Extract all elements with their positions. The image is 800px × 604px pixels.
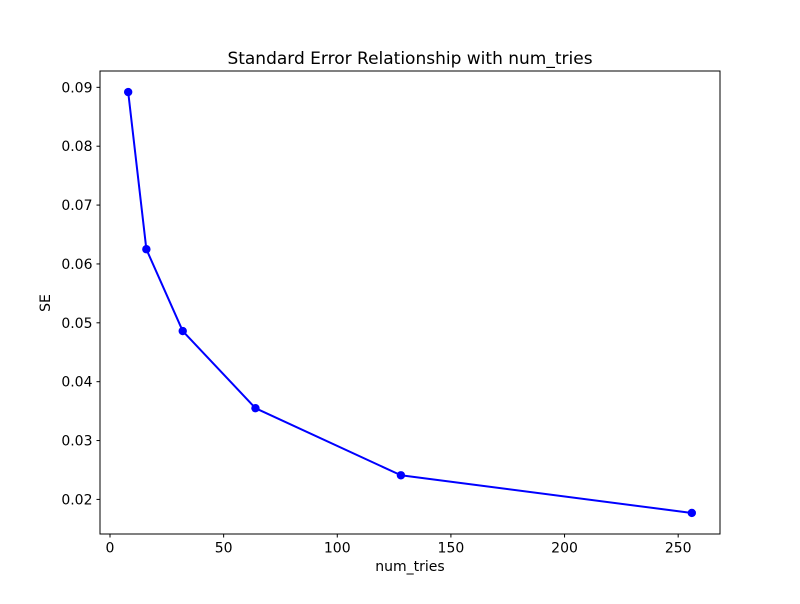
y-tick-label: 0.02 — [61, 492, 92, 508]
x-tick-label: 150 — [438, 541, 465, 557]
data-point-marker — [396, 471, 406, 480]
y-tick-label: 0.04 — [61, 375, 92, 391]
axes-border — [99, 70, 721, 535]
x-tick-label: 200 — [551, 541, 578, 557]
y-tick-label: 0.06 — [61, 257, 92, 273]
x-tick-label: 0 — [106, 541, 115, 557]
y-tick-label: 0.05 — [61, 316, 92, 332]
data-point-marker — [142, 245, 151, 254]
y-tick-label: 0.08 — [61, 139, 92, 155]
y-tick-label: 0.03 — [61, 434, 92, 450]
data-point-marker — [178, 326, 187, 336]
data-point-marker — [123, 87, 133, 97]
data-line — [127, 91, 692, 514]
x-tick-label: 50 — [215, 541, 233, 557]
y-tick-label: 0.07 — [61, 198, 92, 214]
axes-spines — [99, 70, 721, 535]
y-tick-label: 0.09 — [61, 80, 92, 96]
x-axis-label: num_tries — [375, 559, 444, 575]
x-tick-label: 250 — [665, 541, 692, 557]
y-axis-label: SE — [38, 294, 54, 312]
data-point-marker — [687, 508, 697, 518]
data-point-marker — [251, 403, 260, 413]
x-tick-label: 100 — [324, 541, 351, 557]
axis-ticks: 0 50 100 150 200 250 0.02 0.03 0.04 0.05 0.06 0.07 0… — [61, 80, 691, 556]
chart-title: Standard Error Relationship with num_tri… — [227, 49, 592, 69]
data-series — [123, 87, 697, 518]
